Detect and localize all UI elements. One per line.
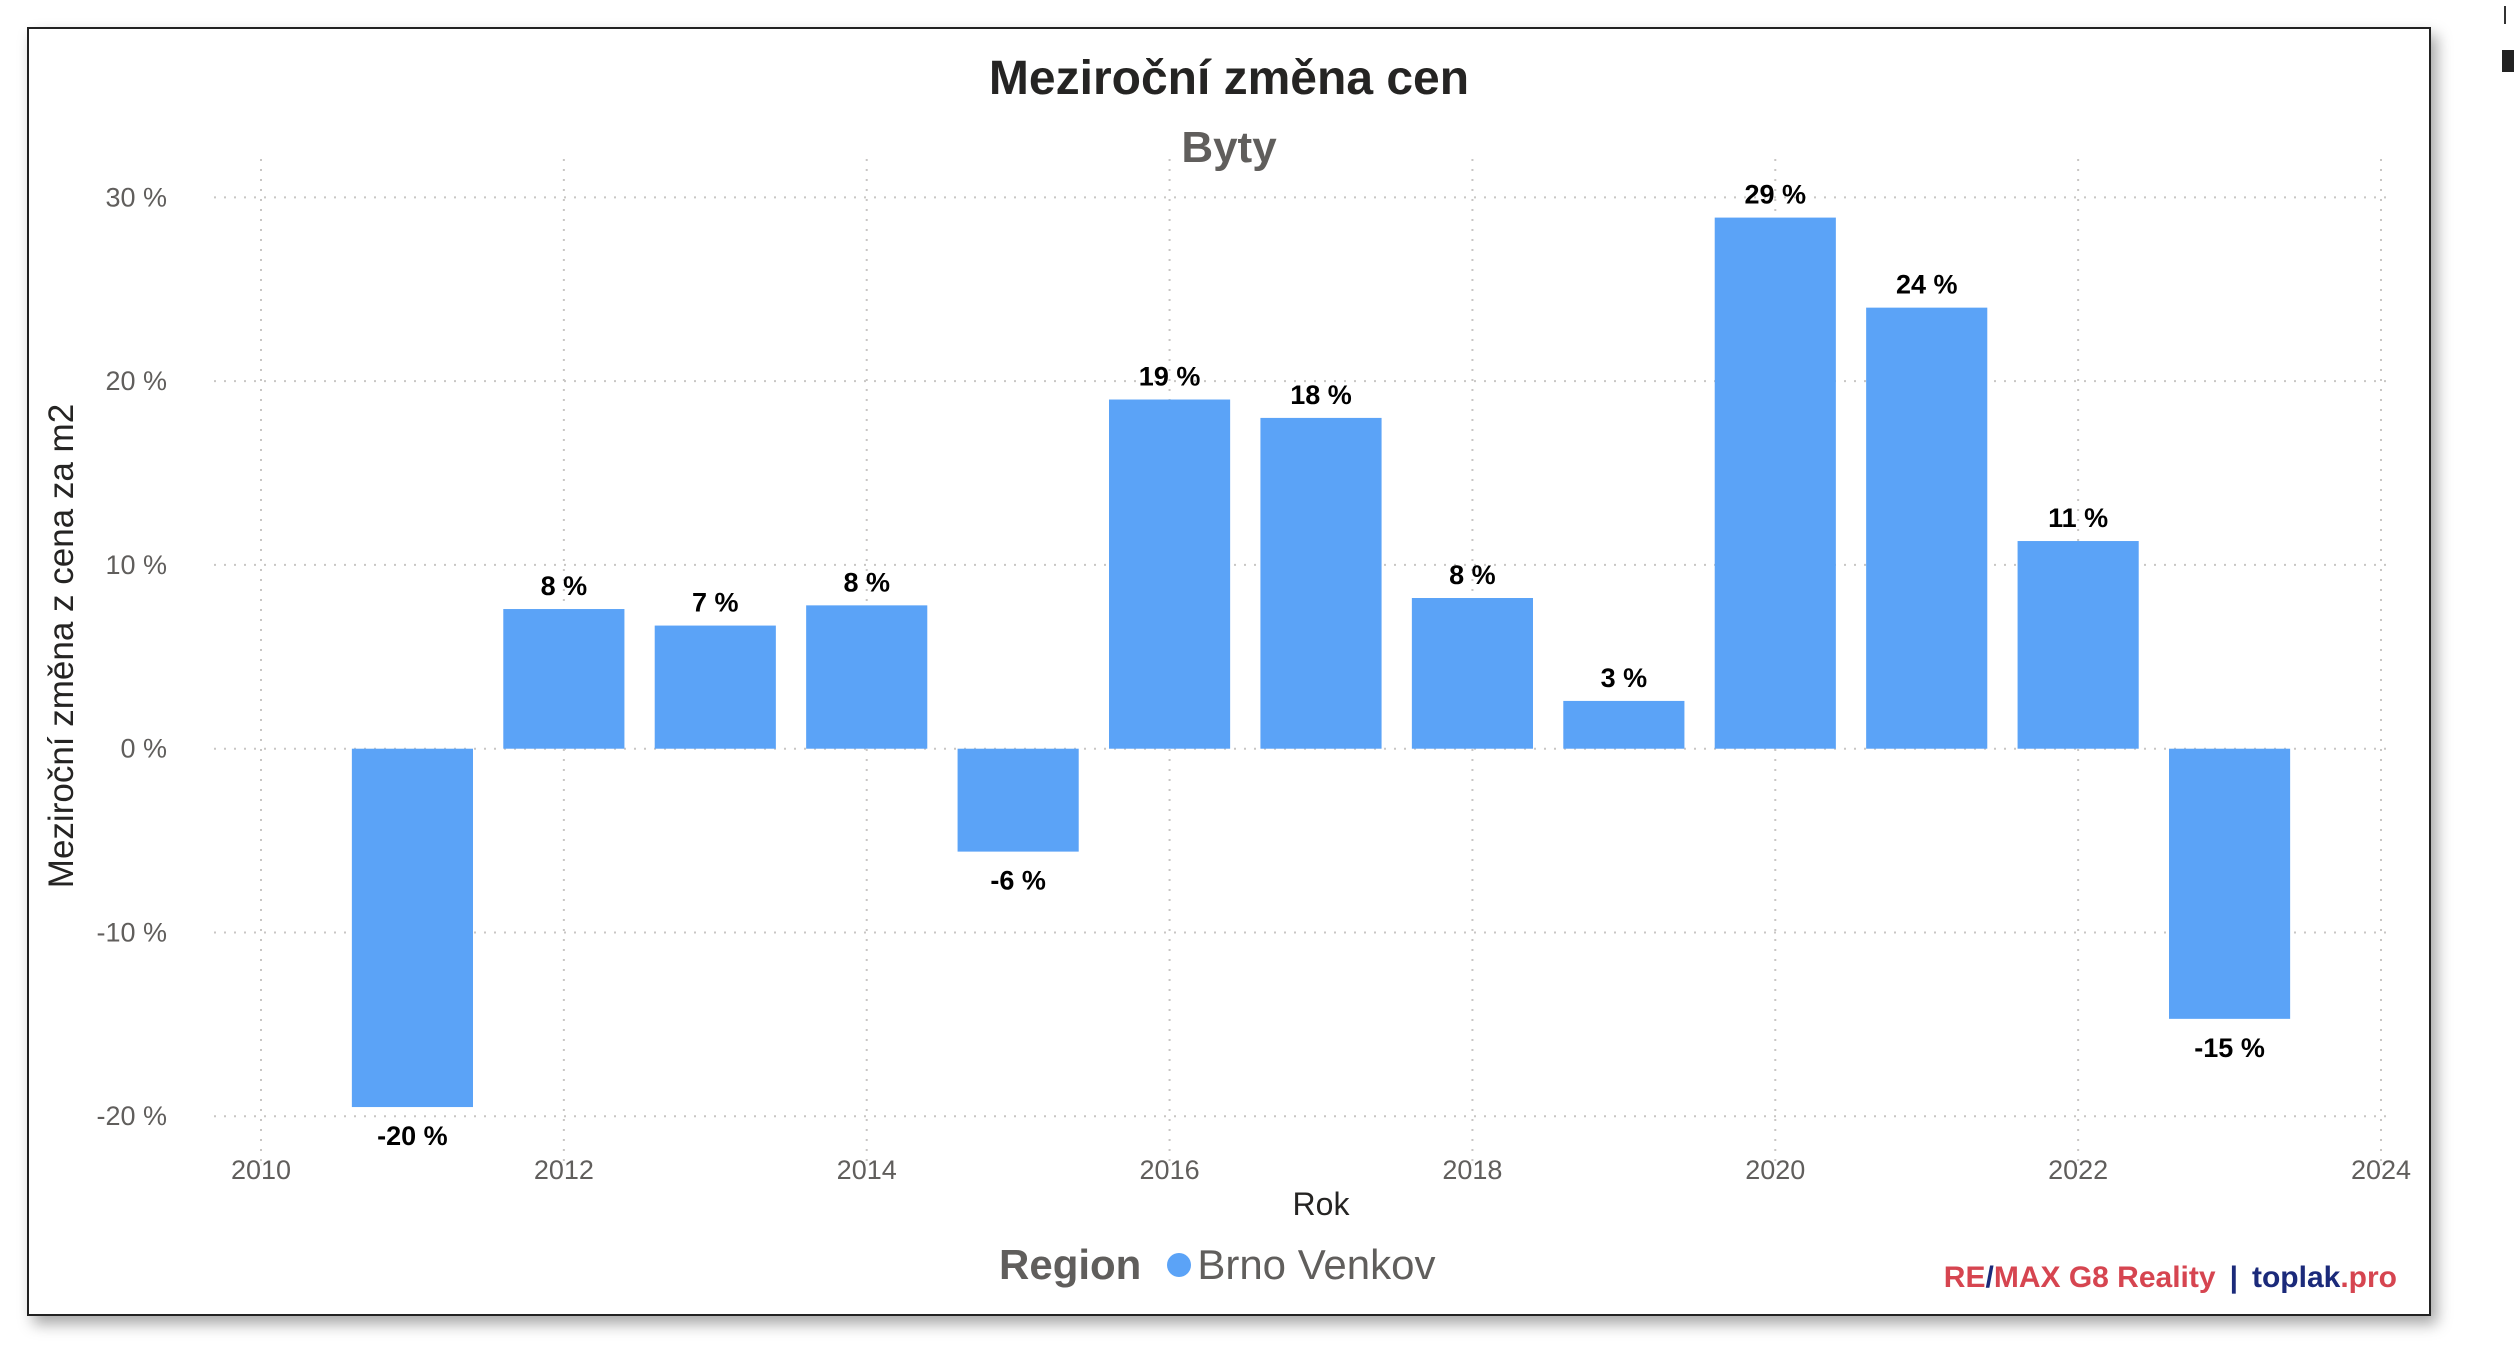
data-label: -20 % xyxy=(377,1121,448,1151)
y-tick-label: 20 % xyxy=(105,366,167,396)
data-label: 29 % xyxy=(1745,180,1807,210)
bar xyxy=(957,748,1079,852)
data-label: -15 % xyxy=(2194,1033,2265,1063)
bar xyxy=(1411,598,1533,749)
chart-card: Meziroční změna cen Byty -20 % -10 % 0 % 10… xyxy=(27,27,2431,1316)
x-tick-label: 2014 xyxy=(837,1155,897,1185)
legend-title: Region xyxy=(999,1241,1142,1288)
data-label: 11 % xyxy=(2048,503,2108,533)
x-tick-label: 2020 xyxy=(1745,1155,1805,1185)
bar xyxy=(1866,307,1988,749)
bar xyxy=(503,609,625,749)
bar-chart-plot: -20 % -10 % 0 % 10 % 20 % 30 % 2010 2012 2014 201… xyxy=(42,159,2411,1222)
legend-item-label[interactable]: Brno Venkov xyxy=(1197,1241,1436,1288)
bar xyxy=(806,605,928,749)
y-tick-label: 0 % xyxy=(120,734,167,764)
edge-mark-top xyxy=(2504,6,2516,24)
bar xyxy=(1109,399,1231,749)
x-axis-title: Rok xyxy=(1293,1186,1351,1222)
chart-title: Meziroční změna cen xyxy=(988,52,1470,105)
data-label: 18 % xyxy=(1290,380,1352,410)
x-tick-label: 2024 xyxy=(2351,1155,2411,1185)
bar xyxy=(1563,700,1685,749)
data-label: 19 % xyxy=(1139,362,1201,392)
legend: Region Brno Venkov xyxy=(999,1241,1436,1289)
remax-logo-text: RE/MAX G8 Reality xyxy=(1943,1261,2216,1294)
y-tick-label: 30 % xyxy=(105,182,167,212)
data-label: -6 % xyxy=(990,866,1046,896)
bar xyxy=(351,748,473,1108)
data-label: 24 % xyxy=(1896,270,1958,300)
x-tick-label: 2012 xyxy=(534,1155,594,1185)
chart-subtitle: Byty xyxy=(1181,123,1277,172)
bar xyxy=(2017,541,2139,749)
credit-line: RE/MAX G8 Reality | toplak.pro xyxy=(1944,1261,2397,1295)
x-tick-label: 2018 xyxy=(1442,1155,1502,1185)
x-tick-label: 2016 xyxy=(1140,1155,1200,1185)
data-label: 7 % xyxy=(692,588,739,618)
data-label: 8 % xyxy=(843,567,890,597)
bar xyxy=(1714,217,1836,749)
data-label: 8 % xyxy=(541,571,588,601)
y-tick-label: -10 % xyxy=(96,917,167,947)
data-label: 3 % xyxy=(1601,663,1648,693)
x-tick-label: 2022 xyxy=(2048,1155,2108,1185)
credit-separator: | xyxy=(2229,1261,2238,1294)
edge-mark xyxy=(2502,50,2514,72)
toplak-logo-text: toplak.pro xyxy=(2251,1261,2397,1294)
y-tick-label: -20 % xyxy=(96,1101,167,1131)
legend-marker-icon xyxy=(1167,1253,1192,1277)
bar xyxy=(2169,748,2291,1019)
bar xyxy=(654,625,776,749)
data-label: 8 % xyxy=(1449,560,1496,590)
bar xyxy=(1260,417,1382,749)
y-tick-label: 10 % xyxy=(105,550,167,580)
x-tick-label: 2010 xyxy=(231,1155,291,1185)
y-axis-title: Meziroční změna z cena za m2 xyxy=(42,404,81,888)
